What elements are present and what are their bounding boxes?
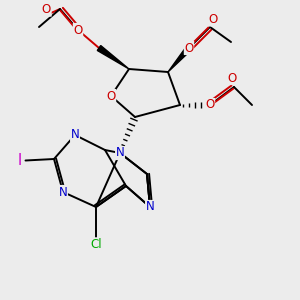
Text: O: O — [42, 3, 51, 16]
Polygon shape — [97, 46, 129, 69]
Text: N: N — [58, 185, 68, 199]
Text: O: O — [208, 13, 217, 26]
Text: O: O — [184, 41, 194, 55]
Text: I: I — [17, 153, 22, 168]
Text: N: N — [116, 146, 124, 160]
Text: O: O — [228, 71, 237, 85]
Text: Cl: Cl — [90, 238, 102, 251]
Text: O: O — [206, 98, 214, 112]
Text: O: O — [74, 23, 82, 37]
Text: N: N — [146, 200, 154, 214]
Text: N: N — [70, 128, 80, 142]
Text: O: O — [106, 89, 116, 103]
Polygon shape — [168, 46, 191, 72]
